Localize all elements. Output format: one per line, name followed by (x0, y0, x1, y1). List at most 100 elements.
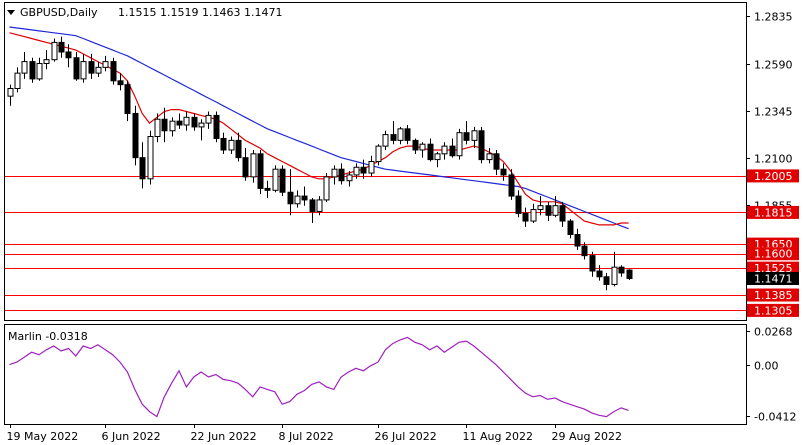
candle-72 (537, 196, 544, 216)
level-tag-1 (747, 205, 799, 219)
candle-31 (235, 132, 242, 162)
level-tag-4 (747, 261, 799, 275)
candle-body (581, 245, 588, 257)
candle-body (618, 266, 625, 274)
candle-64 (478, 126, 485, 164)
current-price-label: 1.1471 (754, 273, 793, 286)
candle-12 (95, 61, 102, 77)
candle-body (154, 118, 161, 138)
candle-81 (603, 272, 610, 291)
candle-52 (390, 121, 397, 145)
candle-34 (257, 149, 264, 195)
candle-body (73, 57, 80, 80)
candle-54 (404, 124, 411, 145)
candle-body (360, 166, 367, 174)
candle-body (139, 157, 146, 180)
candle-body (29, 61, 36, 80)
candle-body (43, 59, 50, 65)
candle-body (264, 187, 271, 191)
candle-body (301, 195, 308, 201)
candle-24 (183, 111, 190, 131)
candle-body (176, 120, 183, 126)
candle-body (51, 41, 58, 61)
candle-38 (287, 169, 294, 216)
candle-17 (132, 105, 139, 166)
candle-69 (515, 190, 522, 218)
candle-29 (220, 132, 227, 154)
indicator-title: Marlin -0.0318 (8, 330, 88, 343)
candle-body (456, 132, 463, 157)
candle-10 (80, 53, 87, 83)
candle-4 (36, 57, 43, 81)
candle-33 (250, 149, 257, 183)
level-tag-label-4: 1.1525 (754, 262, 793, 275)
candle-body (316, 199, 323, 212)
candle-55 (412, 138, 419, 154)
candle-body (80, 61, 87, 80)
candle-body (228, 139, 235, 151)
candle-67 (500, 163, 507, 181)
candle-59 (441, 142, 448, 160)
candle-7 (58, 36, 65, 58)
candle-body (353, 166, 360, 176)
candle-body (493, 153, 500, 170)
candle-22 (169, 117, 176, 137)
candle-32 (242, 148, 249, 181)
candle-68 (508, 169, 515, 200)
candle-body (279, 168, 286, 193)
candle-body (382, 134, 389, 147)
candle-56 (419, 142, 426, 158)
candle-43 (323, 173, 330, 202)
candle-body (58, 41, 65, 53)
candle-41 (309, 198, 316, 223)
candle-body (346, 174, 353, 182)
candle-28 (213, 111, 220, 143)
candle-71 (530, 203, 537, 223)
time-tick-label-3: 8 Jul 2022 (279, 430, 334, 443)
level-tag-label-3: 1.1600 (754, 248, 793, 261)
candlesticks (7, 36, 633, 291)
candle-body (419, 143, 426, 151)
candle-body (220, 137, 227, 151)
candle-23 (176, 113, 183, 129)
candle-body (596, 270, 603, 278)
candle-body (117, 80, 124, 86)
oscillator-axis: 0.0268 0.00 -0.0412 (746, 326, 796, 424)
candle-body (65, 51, 72, 59)
candle-63 (471, 126, 478, 149)
candle-body (375, 145, 382, 163)
candle-body (530, 209, 537, 222)
candle-body (110, 61, 117, 82)
menu-triangle-icon[interactable] (7, 10, 15, 15)
candle-body (545, 205, 552, 216)
candle-body (36, 63, 43, 80)
candle-body (626, 269, 633, 280)
price-tick-label-1: 1.2590 (754, 59, 793, 72)
level-tag-3 (747, 247, 799, 261)
candle-body (191, 116, 198, 128)
candle-body (567, 220, 574, 236)
candle-body (147, 136, 154, 180)
candle-47 (353, 163, 360, 179)
candle-16 (124, 80, 131, 122)
candle-body (21, 61, 28, 74)
candle-53 (397, 126, 404, 145)
candle-body (522, 212, 529, 222)
candle-body (205, 114, 212, 124)
candle-2 (21, 51, 28, 79)
candle-body (88, 61, 95, 74)
candle-body (161, 118, 168, 132)
candle-body (331, 168, 338, 178)
candle-body (471, 130, 478, 141)
candle-20 (154, 113, 161, 143)
ma-slow-line (9, 26, 629, 230)
candle-body (508, 174, 515, 197)
oscillator-line (9, 336, 629, 418)
osc-tick-label-0: 0.0268 (754, 326, 793, 339)
candle-3 (29, 57, 36, 83)
candle-body (500, 168, 507, 176)
candle-14 (110, 57, 117, 85)
candle-body (242, 157, 249, 178)
level-tag-label-6: 1.1305 (754, 304, 793, 317)
